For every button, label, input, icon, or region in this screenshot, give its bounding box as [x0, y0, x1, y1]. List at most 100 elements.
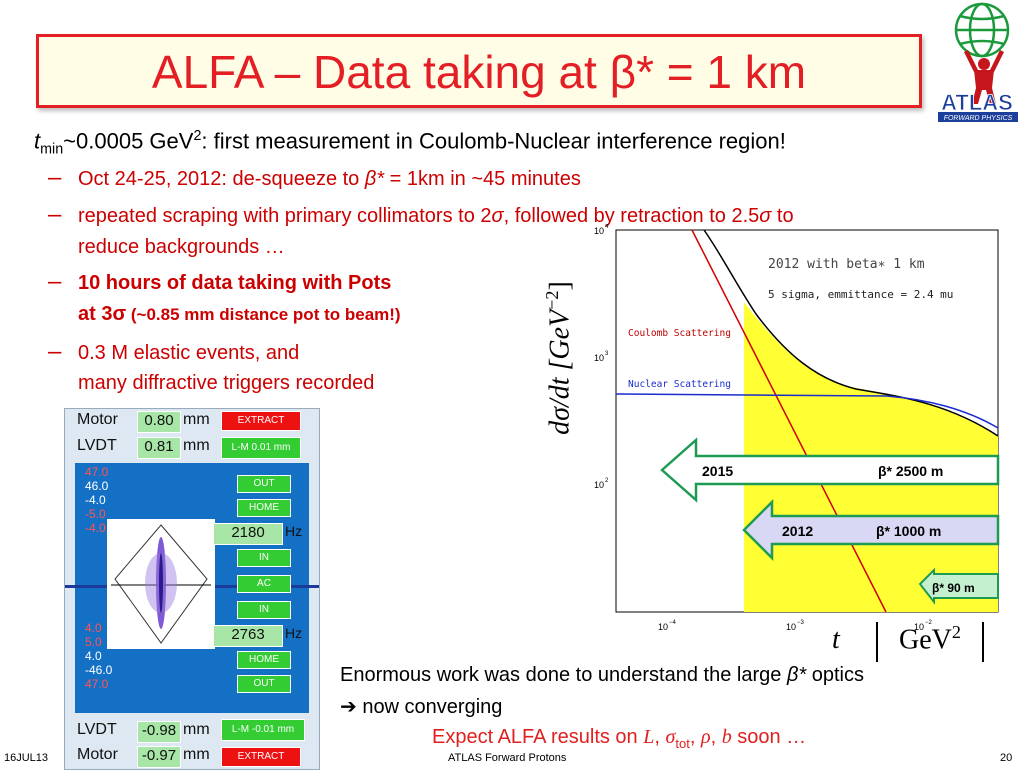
- bullet-dash-4: –: [48, 338, 62, 365]
- conclusion-tot: tot: [675, 736, 690, 751]
- xtick-1-exp: −4: [669, 620, 677, 626]
- lm-button-top[interactable]: L-M 0.01 mm: [221, 437, 301, 459]
- scale-bot-1: 4.0: [85, 621, 102, 635]
- xtick-3-exp: −2: [925, 620, 933, 626]
- motor-bottom-label: Motor: [77, 746, 118, 763]
- hit-map: [107, 519, 215, 649]
- conclusion-1sym: β*: [786, 664, 807, 686]
- scale-top-3: -4.0: [85, 493, 106, 507]
- motor-top-unit: mm: [183, 411, 210, 428]
- bullet-1: Oct 24-25, 2012: de-squeeze to β* = 1km …: [78, 168, 581, 191]
- conclusion-1b: optics: [806, 664, 864, 686]
- xlabel-unit: GeV: [899, 624, 952, 656]
- xtick-3: 10: [914, 622, 924, 632]
- bullet-4-line2: many diffractive triggers recorded: [78, 372, 375, 394]
- out-button-2[interactable]: OUT: [237, 675, 291, 693]
- footer-date: 16JUL13: [4, 752, 49, 764]
- bullet-2-c: to: [771, 205, 794, 227]
- scale-bot-2: 5.0: [85, 635, 102, 649]
- ylabel-sup: −2: [542, 290, 562, 310]
- scale-bot-4: -46.0: [85, 663, 113, 677]
- in-button-2[interactable]: IN: [237, 601, 291, 619]
- conclusion-3b: soon …: [731, 726, 807, 748]
- motor-bottom-unit: mm: [183, 746, 210, 763]
- title-box: ALFA – Data taking at β* = 1 km: [36, 34, 922, 108]
- bullet-2-line2: reduce backgrounds …: [78, 236, 285, 258]
- extract-button-top[interactable]: EXTRACT: [221, 411, 301, 431]
- conclusion-sep3: ,: [710, 726, 722, 748]
- motor-bottom-value: -0.97: [137, 746, 181, 768]
- scale-top: 47.0 46.0 -4.0 -5.0 -4.0: [85, 465, 108, 535]
- atlas-logo: ATLAS FORWARD PHYSICS: [938, 2, 1018, 122]
- ac-button[interactable]: AC: [237, 575, 291, 593]
- ytick-1: 10: [594, 226, 604, 236]
- intro-text2: : first measurement in Coulomb-Nuclear i…: [201, 128, 786, 154]
- home-button-2[interactable]: HOME: [237, 651, 291, 669]
- bullet-2-b: , followed by retraction to 2.5: [503, 205, 760, 227]
- logo-text: ATLAS: [941, 90, 1013, 115]
- arrow-2012: [742, 498, 1000, 562]
- conclusion-line3: Expect ALFA results on L, σtot, ρ, b soo…: [432, 726, 806, 751]
- coulomb-label: Coulomb Scattering: [628, 328, 731, 339]
- lvdt-top-label: LVDT: [77, 437, 117, 454]
- home-button-1[interactable]: HOME: [237, 499, 291, 517]
- lvdt-bottom-label: LVDT: [77, 721, 117, 738]
- rate-value-1: 2180: [213, 523, 283, 545]
- ytick-3: 10: [594, 480, 604, 490]
- lvdt-top-unit: mm: [183, 437, 210, 454]
- bullet-3-line2a: at 3σ: [78, 303, 127, 325]
- bullet-dash-2: –: [48, 201, 62, 228]
- hz-label-2: Hz: [285, 625, 303, 641]
- arrow-90: [918, 567, 999, 605]
- xlabel-bracket: GeV2: [876, 622, 984, 662]
- conclusion-1a: Enormous work was done to understand the…: [340, 664, 787, 686]
- bullet-1-a: Oct 24-25, 2012: de-squeeze to: [78, 168, 365, 190]
- bullet-dash-1: –: [48, 164, 62, 191]
- t-symbol: t: [34, 128, 41, 154]
- plot-xlabel: t: [832, 624, 840, 656]
- scale-bot-3: 4.0: [85, 649, 102, 663]
- ylabel-text: dσ/dt [GeV: [544, 309, 576, 435]
- hz-label-1: Hz: [285, 523, 303, 539]
- arrow-2015: [660, 437, 1000, 503]
- arrow-90-label: β* 90 m: [932, 581, 975, 595]
- rate-value-2: 2763: [213, 625, 283, 647]
- xlabel-t: t: [832, 624, 840, 655]
- ytick-2: 10: [594, 353, 604, 363]
- bullet-dash-3: –: [48, 268, 62, 295]
- pot-control-panel: Motor 0.80 mm EXTRACT LVDT 0.81 mm L-M 0…: [64, 408, 320, 770]
- intro-line: tmin~0.0005 GeV2: first measurement in C…: [34, 128, 786, 158]
- bullet-2-sym2: σ: [759, 205, 772, 227]
- conclusion-3a: Expect ALFA results on: [432, 726, 644, 748]
- bullet-3-line1: 10 hours of data taking with Pots: [78, 272, 392, 294]
- ytick-1-exp: 4: [605, 224, 609, 230]
- motor-top-label: Motor: [77, 411, 118, 428]
- motor-top-value: 0.80: [137, 411, 181, 433]
- coulomb-line: [691, 229, 887, 613]
- bullet-2-sym1: σ: [491, 205, 504, 227]
- nuclear-line: [615, 393, 999, 429]
- slide-title: ALFA – Data taking at β* = 1 km: [151, 46, 807, 98]
- lvdt-top-value: 0.81: [137, 437, 181, 459]
- ylabel-close: ]: [544, 281, 576, 291]
- in-button-1[interactable]: IN: [237, 549, 291, 567]
- scale-bottom: 4.0 5.0 4.0 -46.0 47.0: [85, 621, 112, 691]
- lm-button-bottom[interactable]: L-M -0.01 mm: [221, 719, 305, 741]
- total-curve: [703, 229, 999, 437]
- scale-top-5: -4.0: [85, 521, 106, 535]
- bullet-1-sym: β*: [364, 168, 385, 190]
- plot-ylabel: dσ/dt [GeV−2]: [542, 228, 578, 488]
- conclusion-line2: ➔ now converging: [340, 696, 503, 718]
- bullet-2-line1: repeated scraping with primary collimato…: [78, 205, 794, 228]
- extract-button-bottom[interactable]: EXTRACT: [221, 747, 301, 767]
- conclusion-sep1: ,: [654, 726, 666, 748]
- out-button-1[interactable]: OUT: [237, 475, 291, 493]
- intro-text1: ~0.0005 GeV: [63, 128, 194, 154]
- conclusion-L: L: [643, 726, 655, 748]
- arrow-2012-beta: β* 1000 m: [876, 523, 941, 539]
- xtick-1: 10: [658, 622, 668, 632]
- scale-top-2: 46.0: [85, 479, 109, 493]
- arrow-2015-year: 2015: [702, 463, 733, 479]
- footer-page: 20: [1000, 752, 1013, 764]
- conclusion-sigma: σ: [665, 726, 676, 748]
